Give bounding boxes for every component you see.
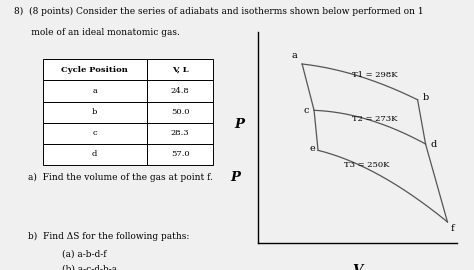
Text: 50.0: 50.0 — [171, 108, 190, 116]
Text: (a) a-b-d-f: (a) a-b-d-f — [62, 250, 106, 259]
Bar — [147, 59, 213, 80]
Text: Cycle Position: Cycle Position — [61, 66, 128, 74]
Text: d: d — [92, 150, 98, 158]
Text: b: b — [92, 108, 98, 116]
Bar — [43, 80, 147, 102]
Text: 8)  (8 points) Consider the series of adiabats and isotherms shown below perform: 8) (8 points) Consider the series of adi… — [14, 7, 424, 16]
Bar — [147, 102, 213, 123]
Text: V, L: V, L — [172, 66, 189, 74]
Bar — [147, 144, 213, 165]
Text: f: f — [450, 224, 454, 233]
Text: T2 = 273K: T2 = 273K — [352, 115, 397, 123]
Text: V: V — [353, 264, 363, 270]
Text: b)  Find ΔS for the following paths:: b) Find ΔS for the following paths: — [28, 232, 190, 241]
Text: P: P — [234, 118, 245, 131]
Text: a)  Find the volume of the gas at point f.: a) Find the volume of the gas at point f… — [28, 173, 213, 182]
Bar — [147, 80, 213, 102]
Text: mole of an ideal monatomic gas.: mole of an ideal monatomic gas. — [14, 28, 180, 37]
Text: T1 = 298K: T1 = 298K — [352, 70, 398, 79]
Text: c: c — [303, 106, 309, 115]
Text: c: c — [92, 129, 97, 137]
Bar — [43, 102, 147, 123]
Text: P: P — [230, 171, 240, 184]
Text: a: a — [292, 51, 297, 60]
Text: b: b — [423, 93, 429, 102]
Bar — [43, 59, 147, 80]
Text: d: d — [430, 140, 437, 148]
Text: T3 = 250K: T3 = 250K — [344, 161, 390, 169]
Text: a: a — [92, 87, 97, 95]
Text: 57.0: 57.0 — [171, 150, 190, 158]
Bar — [147, 123, 213, 144]
Bar — [43, 144, 147, 165]
Text: e: e — [310, 144, 315, 153]
Text: (b) a-c-d-b-a: (b) a-c-d-b-a — [62, 265, 117, 270]
Text: 28.3: 28.3 — [171, 129, 190, 137]
Text: 24.8: 24.8 — [171, 87, 190, 95]
Bar — [43, 123, 147, 144]
